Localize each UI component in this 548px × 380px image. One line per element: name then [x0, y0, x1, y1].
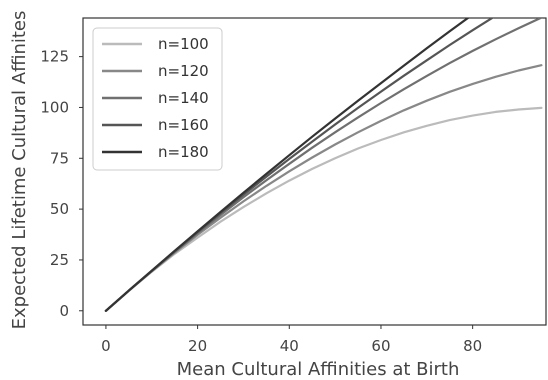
x-tick-label: 40	[280, 337, 299, 355]
y-axis-ticks: 0 25 50 75 100 125	[40, 48, 83, 320]
x-axis-label: Mean Cultural Affinities at Birth	[177, 359, 460, 380]
y-tick-label: 50	[50, 200, 69, 218]
legend: n=100 n=120 n=140 n=160 n=180	[92, 27, 223, 171]
series-line-n=180	[104, 18, 470, 312]
y-axis-label: Expected Lifetime Cultural Affinites	[9, 11, 30, 330]
y-tick-label: 125	[40, 48, 69, 66]
x-tick-label: 80	[463, 337, 482, 355]
legend-label: n=160	[158, 116, 209, 134]
y-tick-label: 25	[50, 251, 69, 269]
x-tick-label: 60	[371, 337, 390, 355]
y-tick-label: 75	[50, 149, 69, 167]
legend-box	[92, 27, 223, 171]
series-line-n=100	[104, 106, 543, 312]
legend-label: n=100	[158, 35, 209, 53]
y-tick-label: 100	[40, 98, 69, 116]
legend-label: n=180	[158, 143, 209, 161]
x-axis-ticks: 0 20 40 60 80	[101, 325, 482, 355]
legend-label: n=120	[158, 62, 209, 80]
y-tick-label: 0	[59, 302, 69, 320]
x-tick-label: 20	[188, 337, 207, 355]
x-tick-label: 0	[101, 337, 111, 355]
legend-label: n=140	[158, 89, 209, 107]
series-lines	[104, 18, 543, 312]
